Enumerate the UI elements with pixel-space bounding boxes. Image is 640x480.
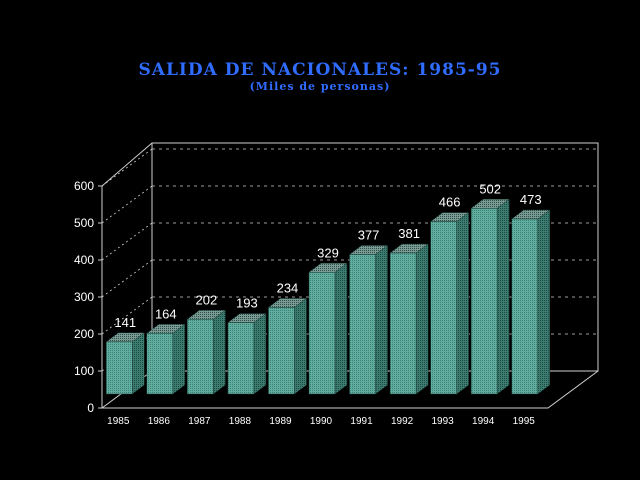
bar-front — [349, 254, 376, 395]
bar-1986: 164 — [146, 306, 186, 395]
bar-1992: 381 — [389, 226, 429, 395]
bar-1994: 502 — [470, 181, 510, 395]
data-label: 193 — [236, 296, 258, 311]
gridline-diagonal — [101, 185, 153, 224]
gridline-diagonal — [101, 296, 153, 335]
data-label: 466 — [439, 195, 461, 210]
x-tick-label: 1987 — [188, 416, 211, 427]
bar-1990: 329 — [308, 245, 348, 395]
bar-side — [415, 243, 429, 395]
bar-front — [511, 218, 538, 395]
bar-front — [146, 333, 174, 395]
gridline-diagonal — [101, 222, 153, 261]
x-tick-label: 1992 — [391, 416, 414, 427]
bar-1991: 377 — [348, 228, 389, 395]
bar-side — [334, 262, 348, 395]
bar-side — [132, 332, 145, 395]
x-tick-label: 1989 — [269, 416, 292, 427]
bar-side — [375, 245, 388, 395]
x-tick-label: 1986 — [148, 416, 171, 427]
data-label: 329 — [317, 245, 339, 260]
x-tick-label: 1993 — [432, 416, 455, 427]
y-tick-label: 100 — [74, 364, 94, 378]
bar-1993: 466 — [429, 195, 470, 395]
y-tick-label: 0 — [87, 401, 94, 415]
y-tick-label: 200 — [74, 327, 94, 341]
bar-front — [430, 221, 457, 395]
data-label: 234 — [277, 280, 299, 295]
bar-front — [268, 307, 295, 395]
floor-edge — [102, 370, 599, 409]
bar-1989: 234 — [267, 280, 308, 395]
bar-front — [227, 322, 255, 395]
y-tick-label: 600 — [74, 179, 94, 193]
bar-side — [496, 198, 510, 395]
data-label: 473 — [520, 192, 542, 207]
data-label: 377 — [358, 228, 380, 243]
data-label: 502 — [479, 181, 501, 196]
data-label: 381 — [398, 226, 420, 241]
gridline-diagonal — [101, 148, 153, 187]
bar-side — [172, 323, 186, 395]
bar-1988: 193 — [227, 296, 267, 395]
x-tick-label: 1995 — [513, 416, 536, 427]
bar-front — [308, 272, 336, 395]
bar-front — [187, 319, 214, 395]
bar-1985: 141 — [105, 315, 146, 395]
y-tick-label: 300 — [74, 290, 94, 304]
data-label: 141 — [114, 315, 136, 330]
chart-title: SALIDA DE NACIONALES: 1985-95 — [138, 60, 502, 80]
bar-front — [389, 252, 417, 395]
x-axis-ticks: 1985 1986 1987 1988 1989 1990 1991 1992 1993 1994… — [107, 416, 535, 427]
x-tick-label: 1985 — [107, 416, 130, 427]
y-tick-label: 400 — [74, 253, 94, 267]
bar-side — [537, 209, 550, 395]
y-tick-label: 500 — [74, 216, 94, 230]
bar-side — [294, 297, 307, 395]
x-tick-label: 1988 — [229, 416, 252, 427]
gridline-diagonal — [101, 259, 153, 298]
bar-side — [456, 212, 469, 395]
bar-1987: 202 — [186, 292, 227, 395]
bars: 141 164 202 193 234 329 377 381 466 502 473 — [105, 181, 551, 395]
bar-side — [213, 309, 226, 395]
bar-1995: 473 — [510, 192, 551, 395]
data-label: 202 — [196, 292, 218, 307]
y-axis-ticks: 0 100 200 300 400 500 600 — [74, 179, 102, 415]
x-tick-label: 1991 — [350, 416, 373, 427]
data-label: 164 — [155, 306, 177, 321]
bar-front — [470, 208, 498, 395]
x-tick-label: 1990 — [310, 416, 333, 427]
chart-subtitle: (Miles de personas) — [249, 80, 391, 93]
x-tick-label: 1994 — [472, 416, 495, 427]
bar-front — [106, 341, 133, 395]
bar-side — [253, 313, 267, 395]
